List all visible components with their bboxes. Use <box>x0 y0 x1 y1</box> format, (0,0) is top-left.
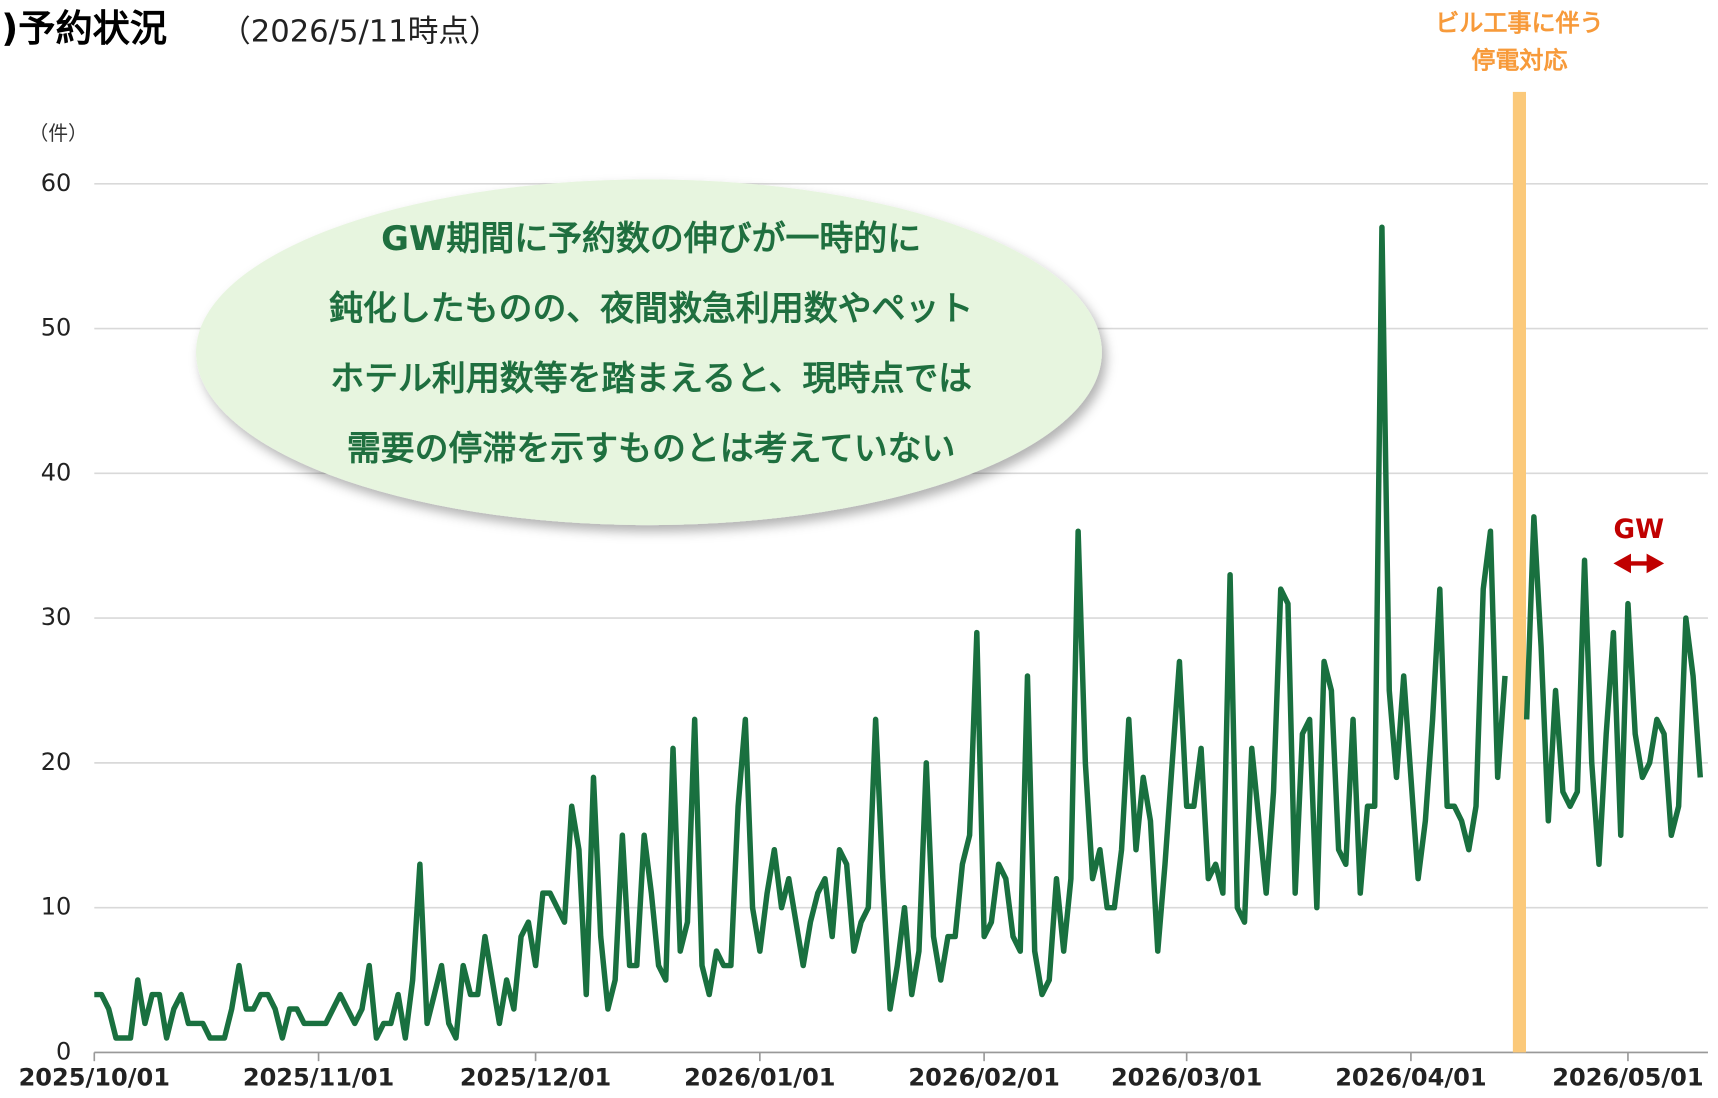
x-tick-label: 2026/05/01 <box>1552 1064 1703 1092</box>
band-label: ビル工事に伴う <box>1435 9 1603 37</box>
plot: 0 10 20 30 40 50 60 2025/10/01 2025/11/01 2025/12… <box>19 9 1708 1092</box>
y-tick-label: 40 <box>41 458 72 486</box>
band <box>1512 91 1526 1053</box>
x-tick-label: 2025/11/01 <box>243 1064 394 1092</box>
callout: GW期間に予約数の伸びが一時的に鈍化したものの、夜間救急利用数やペットホテル利用… <box>329 219 973 468</box>
series-line <box>94 224 1704 1041</box>
chart-title: )予約状況 <box>1 6 167 50</box>
gw-label: GW <box>1614 515 1665 545</box>
y-tick-label: 20 <box>41 748 72 776</box>
callout-text: 需要の停滞を示すものとは考えていない <box>347 429 956 468</box>
y-unit: （件） <box>29 122 88 145</box>
x-tick-label: 2026/01/01 <box>684 1064 835 1092</box>
callout-text: GW期間に予約数の伸びが一時的に <box>381 219 921 258</box>
callout-text: ホテル利用数等を踏まえると、現時点では <box>330 359 972 398</box>
chart-subtitle: （2026/5/11時点） <box>220 14 500 49</box>
x-tick-label: 2026/03/01 <box>1111 1064 1262 1092</box>
x-tick-label: 2026/04/01 <box>1335 1064 1486 1092</box>
callout-bubble <box>196 179 1102 526</box>
y-tick-label: 60 <box>41 169 72 197</box>
y-tick-label: 50 <box>41 314 72 342</box>
y-tick-label: 30 <box>41 603 72 631</box>
callout-text: 鈍化したものの、夜間救急利用数やペット <box>329 289 973 328</box>
x-tick-label: 2025/12/01 <box>460 1064 611 1092</box>
gw-arrowhead <box>1613 553 1665 574</box>
band-label: 停電対応 <box>1471 46 1567 74</box>
x-tick-label: 2025/10/01 <box>19 1064 170 1092</box>
y-tick-label: 0 <box>56 1037 71 1065</box>
x-tick-label: 2026/02/01 <box>908 1064 1059 1092</box>
y-tick-label: 10 <box>41 893 72 921</box>
